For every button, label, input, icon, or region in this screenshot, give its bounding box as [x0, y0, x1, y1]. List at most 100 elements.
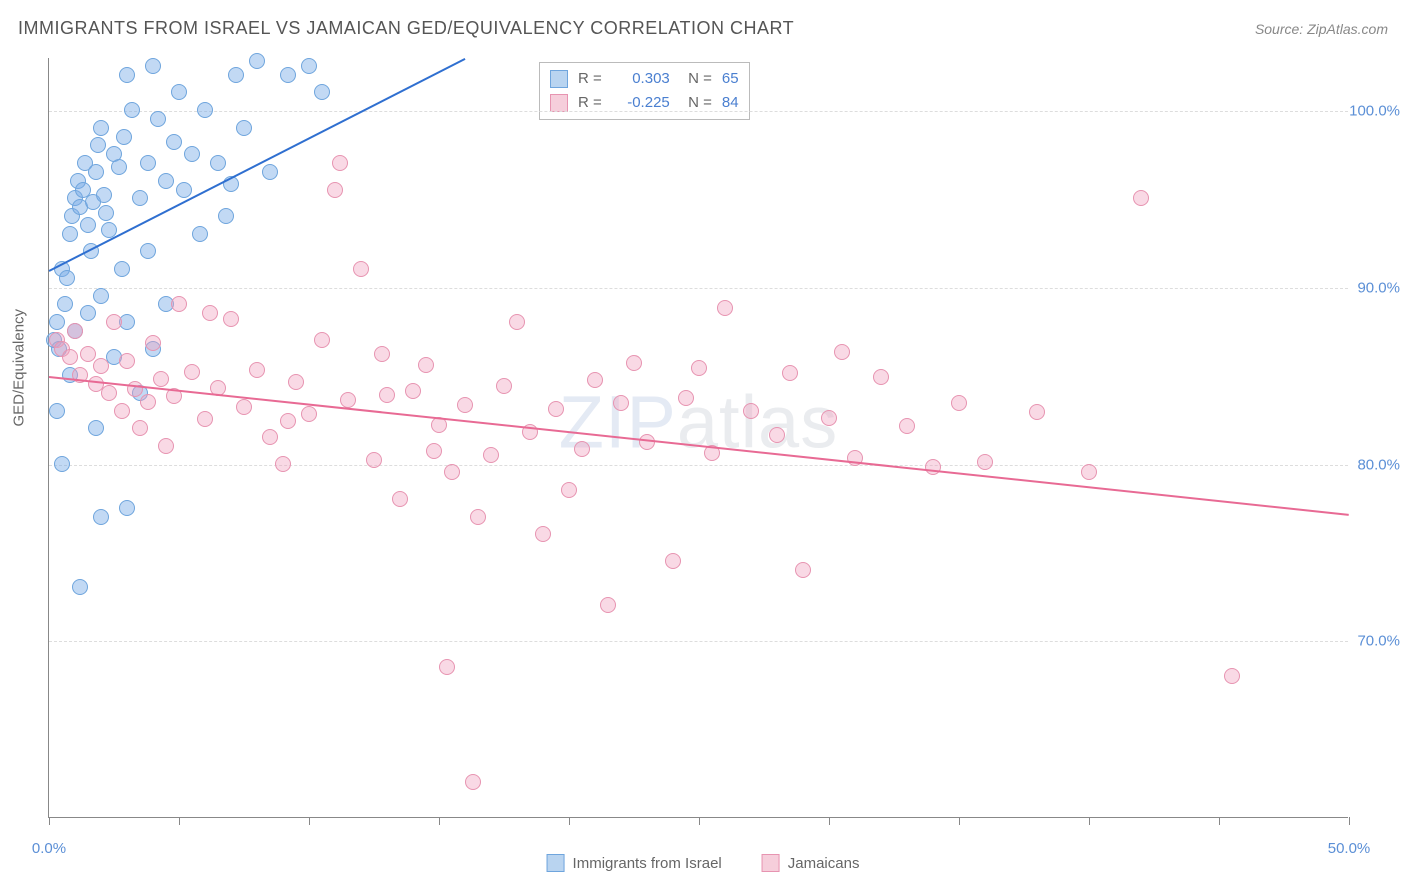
scatter-point — [124, 102, 140, 118]
scatter-point — [340, 392, 356, 408]
scatter-point — [314, 84, 330, 100]
scatter-point — [184, 146, 200, 162]
x-tick-label: 0.0% — [32, 840, 66, 857]
scatter-point — [119, 67, 135, 83]
scatter-point — [88, 420, 104, 436]
scatter-point — [535, 526, 551, 542]
chart-title: IMMIGRANTS FROM ISRAEL VS JAMAICAN GED/E… — [18, 18, 794, 39]
x-tick — [1089, 817, 1090, 825]
scatter-point — [197, 411, 213, 427]
scatter-point — [93, 509, 109, 525]
scatter-point — [171, 296, 187, 312]
x-tick — [309, 817, 310, 825]
scatter-point — [90, 137, 106, 153]
scatter-point — [116, 129, 132, 145]
scatter-point — [301, 58, 317, 74]
scatter-point — [62, 349, 78, 365]
scatter-point — [717, 300, 733, 316]
legend-item: Jamaicans — [762, 854, 860, 872]
legend-swatch — [550, 70, 568, 88]
gridline-horizontal — [49, 465, 1348, 466]
scatter-point — [392, 491, 408, 507]
gridline-horizontal — [49, 288, 1348, 289]
legend-item: Immigrants from Israel — [547, 854, 722, 872]
x-tick — [829, 817, 830, 825]
correlation-row: R =0.303 N =65 — [550, 67, 739, 91]
scatter-point — [132, 420, 148, 436]
scatter-point — [93, 288, 109, 304]
scatter-point — [93, 120, 109, 136]
scatter-point — [119, 353, 135, 369]
scatter-point — [301, 406, 317, 422]
scatter-point — [366, 452, 382, 468]
scatter-point — [106, 314, 122, 330]
scatter-point — [509, 314, 525, 330]
scatter-point — [96, 187, 112, 203]
legend-swatch — [550, 94, 568, 112]
scatter-point — [613, 395, 629, 411]
scatter-point — [465, 774, 481, 790]
scatter-point — [197, 102, 213, 118]
series-legend: Immigrants from Israel Jamaicans — [547, 854, 860, 872]
scatter-point — [444, 464, 460, 480]
scatter-point — [795, 562, 811, 578]
scatter-point — [236, 399, 252, 415]
scatter-point — [1224, 668, 1240, 684]
scatter-point — [262, 164, 278, 180]
scatter-point — [470, 509, 486, 525]
x-tick — [439, 817, 440, 825]
scatter-point — [426, 443, 442, 459]
y-axis-label: GED/Equivalency — [11, 308, 28, 426]
scatter-point — [101, 385, 117, 401]
scatter-point — [119, 500, 135, 516]
scatter-point — [314, 332, 330, 348]
scatter-point — [561, 482, 577, 498]
scatter-point — [80, 305, 96, 321]
scatter-point — [275, 456, 291, 472]
scatter-point — [158, 173, 174, 189]
y-tick-label: 70.0% — [1357, 633, 1400, 650]
scatter-point — [439, 659, 455, 675]
source-attribution: Source: ZipAtlas.com — [1255, 21, 1388, 37]
scatter-point — [496, 378, 512, 394]
scatter-point — [262, 429, 278, 445]
scatter-point — [353, 261, 369, 277]
scatter-point — [98, 205, 114, 221]
scatter-point — [977, 454, 993, 470]
legend-label: Immigrants from Israel — [573, 855, 722, 872]
x-tick — [1349, 817, 1350, 825]
scatter-point — [176, 182, 192, 198]
watermark: ZIPatlas — [559, 380, 838, 465]
scatter-point — [145, 58, 161, 74]
scatter-point — [62, 226, 78, 242]
gridline-horizontal — [49, 111, 1348, 112]
legend-swatch — [547, 854, 565, 872]
x-tick — [179, 817, 180, 825]
scatter-point — [111, 159, 127, 175]
y-tick-label: 100.0% — [1349, 103, 1400, 120]
scatter-point — [327, 182, 343, 198]
scatter-point — [150, 111, 166, 127]
scatter-point — [57, 296, 73, 312]
scatter-point — [639, 434, 655, 450]
legend-swatch — [762, 854, 780, 872]
scatter-point — [49, 403, 65, 419]
n-value: 65 — [722, 67, 739, 91]
r-value: 0.303 — [612, 67, 670, 91]
scatter-point — [873, 369, 889, 385]
scatter-point — [140, 155, 156, 171]
scatter-point — [548, 401, 564, 417]
scatter-point — [171, 84, 187, 100]
scatter-point — [158, 438, 174, 454]
x-tick — [699, 817, 700, 825]
scatter-point — [54, 456, 70, 472]
scatter-point — [223, 311, 239, 327]
scatter-point — [114, 261, 130, 277]
scatter-point — [114, 403, 130, 419]
scatter-point — [483, 447, 499, 463]
scatter-point — [374, 346, 390, 362]
scatter-plot-area: GED/Equivalency ZIPatlas R =0.303 N =65R… — [48, 58, 1348, 818]
scatter-point — [332, 155, 348, 171]
x-tick — [959, 817, 960, 825]
scatter-point — [140, 243, 156, 259]
